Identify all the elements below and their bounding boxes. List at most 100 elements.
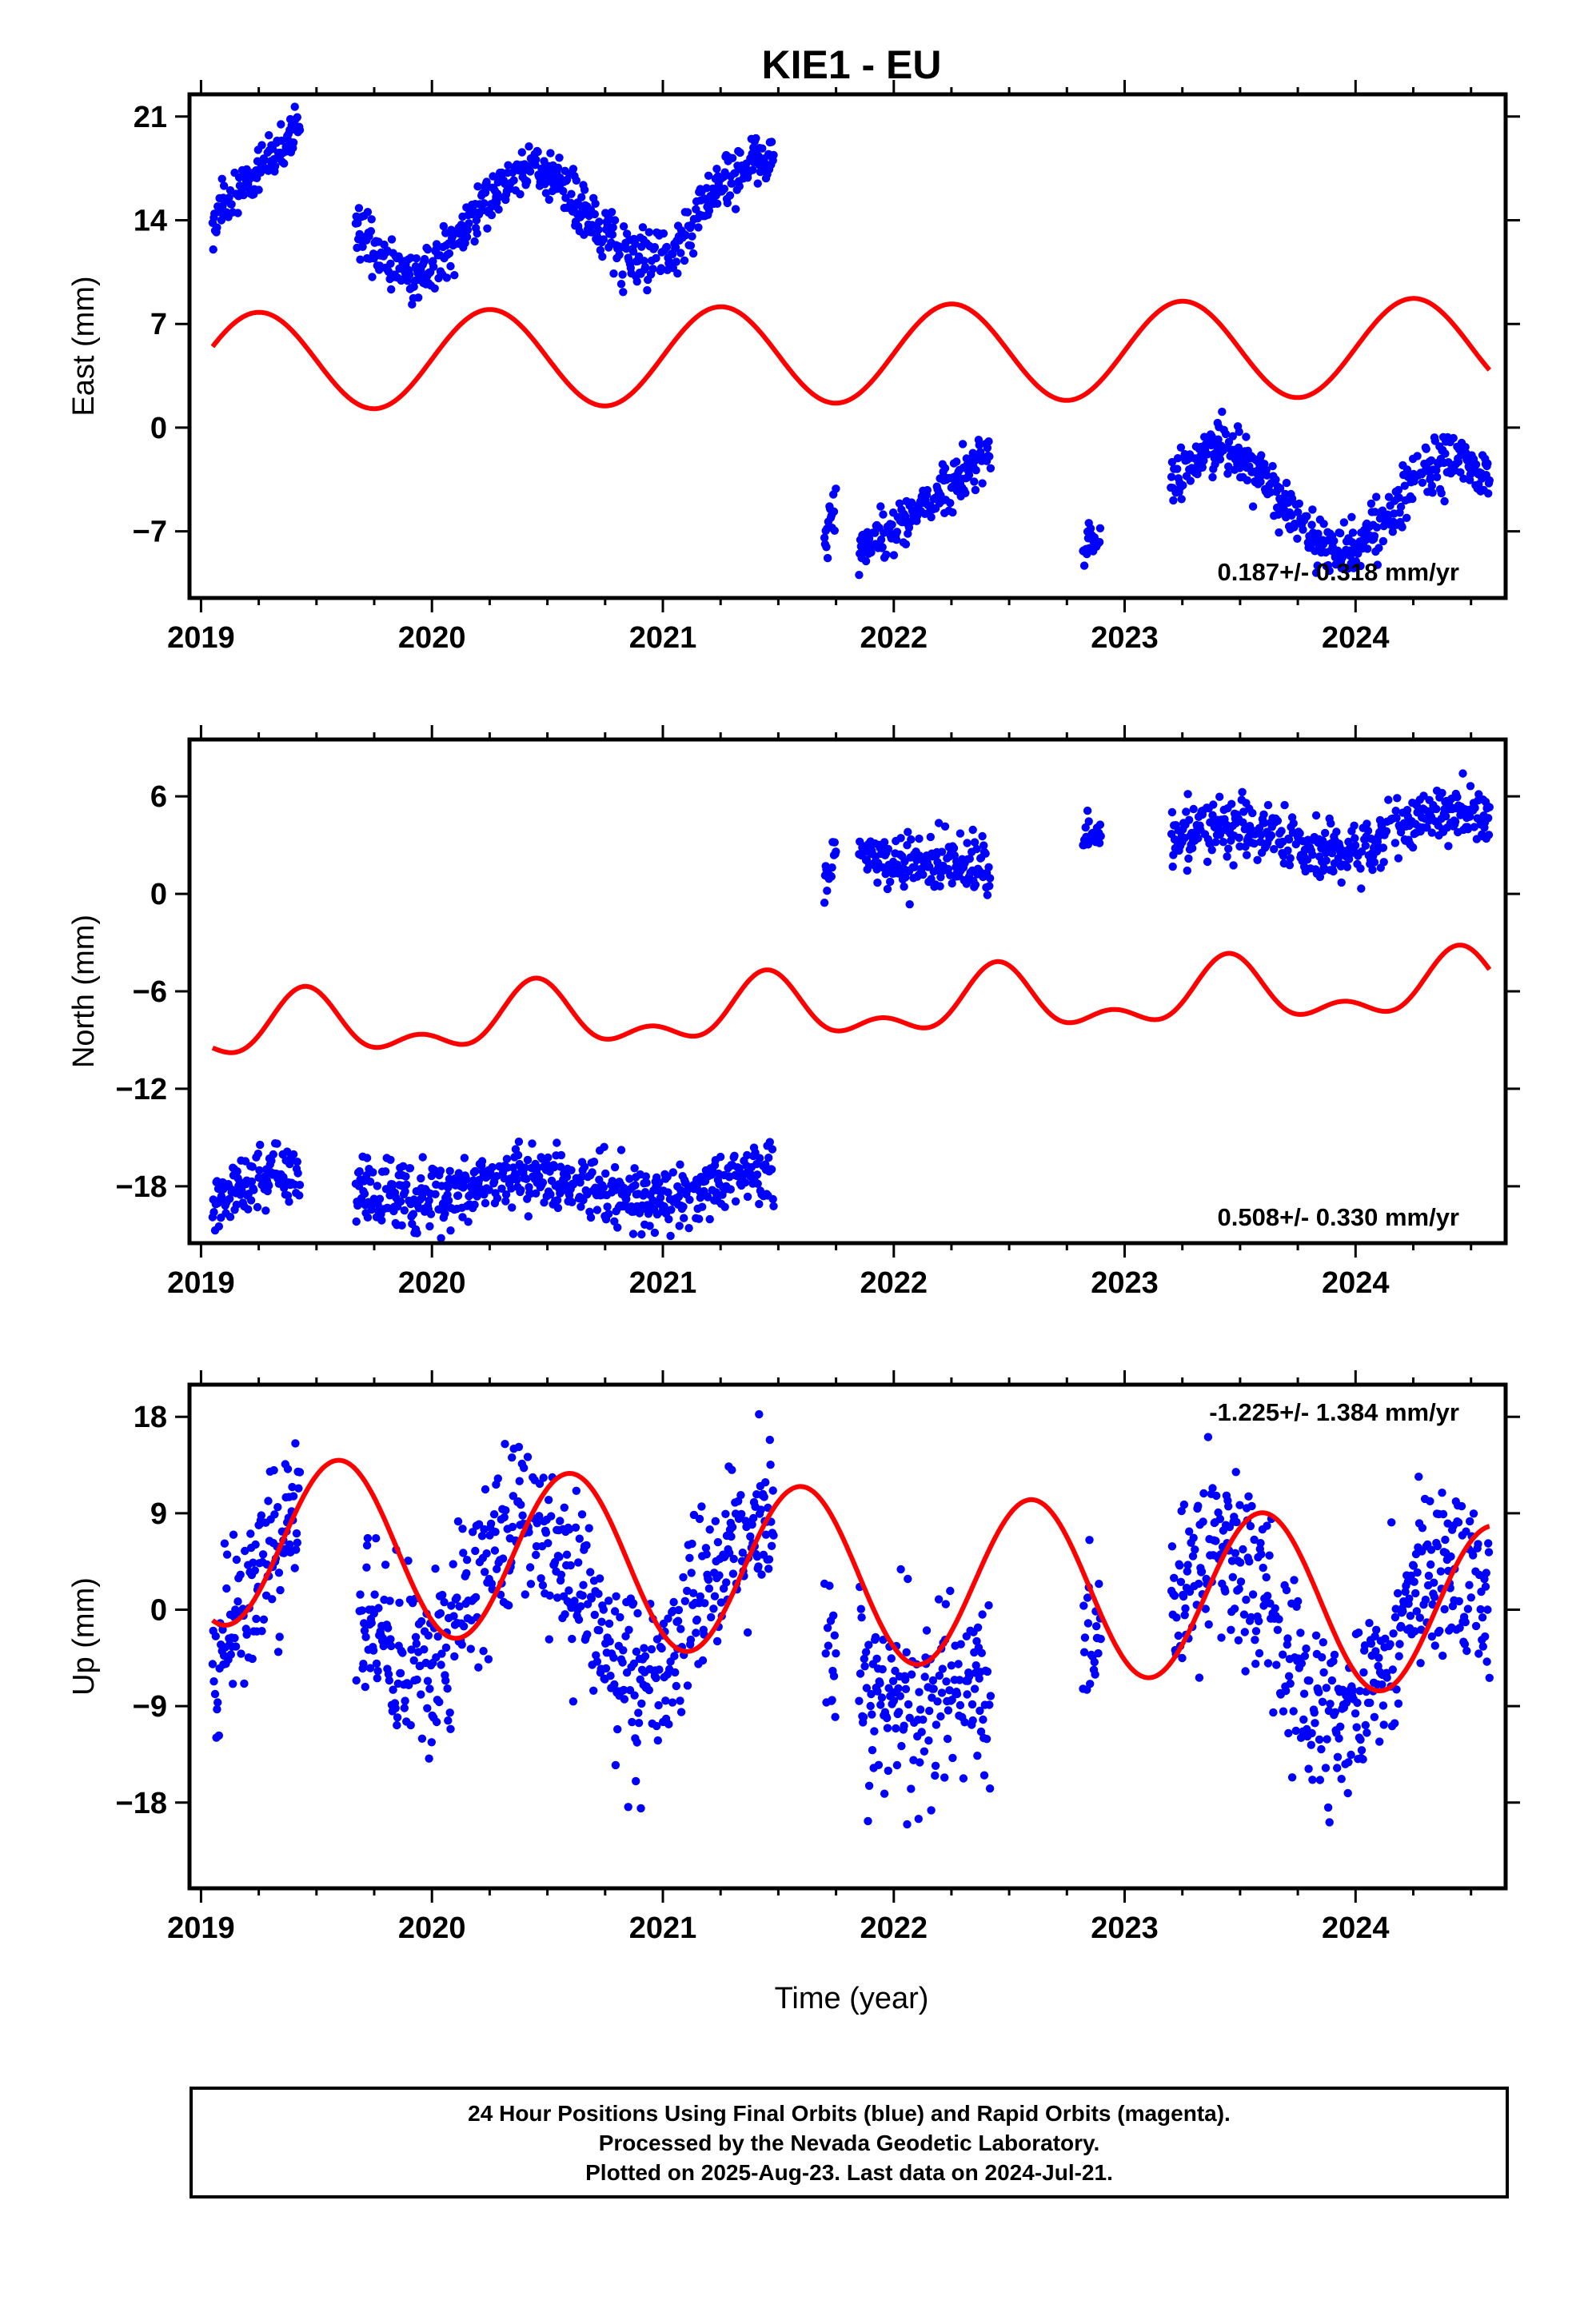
data-point [1167, 1542, 1177, 1551]
data-point [234, 173, 244, 182]
data-point [1311, 1719, 1319, 1728]
data-point [642, 1178, 651, 1187]
data-point [537, 1574, 545, 1583]
data-point [442, 273, 451, 282]
data-point [259, 1615, 269, 1624]
data-point [1378, 1680, 1386, 1689]
data-point [437, 1649, 446, 1658]
data-point [880, 1789, 889, 1798]
data-point [289, 1150, 298, 1159]
data-point [293, 1158, 301, 1166]
data-point [1351, 1709, 1360, 1718]
data-point [862, 1684, 872, 1692]
data-point [264, 1497, 273, 1505]
data-point [247, 1177, 257, 1186]
data-point [1177, 1506, 1186, 1516]
data-point [535, 1479, 545, 1489]
x-tick-label: 2024 [1322, 621, 1390, 655]
data-point [463, 225, 473, 234]
data-point [440, 1597, 449, 1607]
data-point [980, 841, 988, 850]
data-point [952, 457, 961, 466]
data-point [652, 1721, 661, 1731]
data-point [1422, 444, 1430, 453]
data-point [400, 1206, 409, 1215]
data-point [1336, 528, 1345, 538]
data-point [752, 1170, 762, 1179]
data-point [1344, 1758, 1353, 1767]
data-point [1441, 1535, 1450, 1545]
data-point [864, 1816, 872, 1826]
data-point [647, 1644, 656, 1654]
data-point [450, 271, 459, 280]
data-point [720, 185, 728, 193]
data-point [1218, 407, 1227, 417]
data-point [214, 1731, 223, 1740]
data-point [676, 1160, 684, 1169]
data-point [1191, 1545, 1199, 1554]
data-point [896, 1692, 905, 1700]
data-point [1199, 1517, 1207, 1526]
data-point [1394, 1699, 1403, 1708]
data-point [583, 1630, 592, 1639]
data-point [720, 1202, 729, 1212]
data-point [372, 1659, 381, 1668]
data-point [888, 1676, 898, 1685]
data-point [1241, 1667, 1250, 1676]
data-point [701, 1544, 711, 1553]
data-point [1398, 523, 1406, 532]
data-point [977, 1648, 987, 1657]
data-point [1343, 863, 1352, 871]
data-point [896, 834, 905, 843]
data-point [740, 1178, 750, 1187]
data-point [901, 1675, 910, 1684]
data-point [242, 1630, 251, 1639]
data-point [1317, 1744, 1326, 1754]
data-point [208, 1660, 217, 1668]
data-point [634, 1719, 644, 1728]
data-point [523, 177, 532, 186]
data-point [821, 1649, 830, 1658]
data-point [363, 208, 373, 217]
data-point [916, 1758, 924, 1767]
data-point [437, 1234, 445, 1243]
data-point [1427, 1632, 1437, 1641]
data-point [453, 1593, 461, 1602]
data-point [1367, 499, 1376, 508]
data-point [257, 1627, 266, 1636]
data-point [1427, 481, 1437, 490]
data-point [631, 1181, 640, 1190]
data-point [1484, 814, 1493, 823]
data-point [664, 1614, 672, 1623]
data-point [396, 1197, 405, 1206]
data-point [889, 551, 899, 560]
data-point [1194, 1579, 1203, 1589]
data-point [1432, 472, 1442, 481]
data-point [369, 1168, 377, 1177]
data-point [928, 1676, 938, 1685]
chart-panel: 2019 2020 2021 2022 2023 2024 18 9 0 −9 −18 Up (mm)… [67, 1370, 1520, 1945]
data-point [710, 1592, 720, 1600]
data-point [901, 1684, 911, 1693]
data-point [628, 1717, 636, 1727]
data-point [1248, 808, 1257, 818]
data-point [270, 1510, 279, 1519]
data-point [1183, 790, 1192, 799]
data-point [1430, 1641, 1440, 1650]
data-point [1413, 452, 1422, 460]
data-point [1294, 508, 1303, 516]
data-point [1228, 432, 1238, 440]
data-point [820, 899, 829, 907]
data-point [1470, 823, 1479, 831]
data-point [514, 1137, 524, 1146]
data-point [1239, 1610, 1249, 1619]
data-point [539, 1473, 548, 1482]
data-point [1375, 1737, 1384, 1746]
data-point [481, 1568, 489, 1577]
data-point [1392, 814, 1401, 823]
data-point [595, 217, 604, 226]
data-point [405, 270, 414, 279]
data-point [595, 1626, 604, 1635]
data-point [366, 227, 376, 236]
